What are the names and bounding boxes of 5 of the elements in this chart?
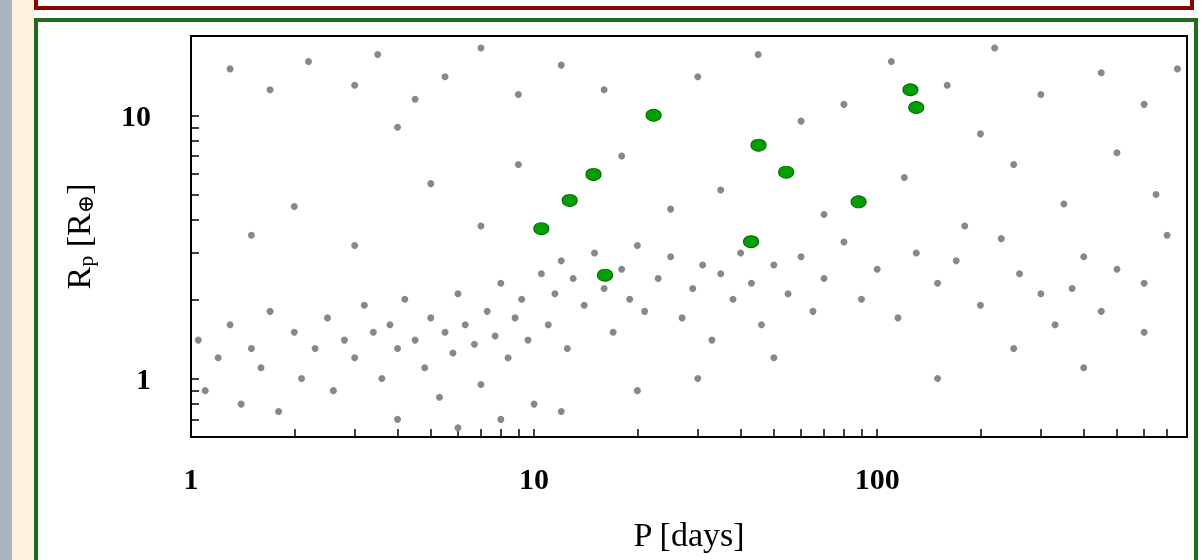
y-axis-title: Rp [R⊕] — [59, 183, 98, 290]
x-axis-title: P [days] — [633, 515, 745, 553]
x-tick-label: 100 — [854, 461, 900, 495]
x-tick-label: 10 — [519, 461, 550, 495]
x-tick-label: 1 — [183, 461, 199, 495]
